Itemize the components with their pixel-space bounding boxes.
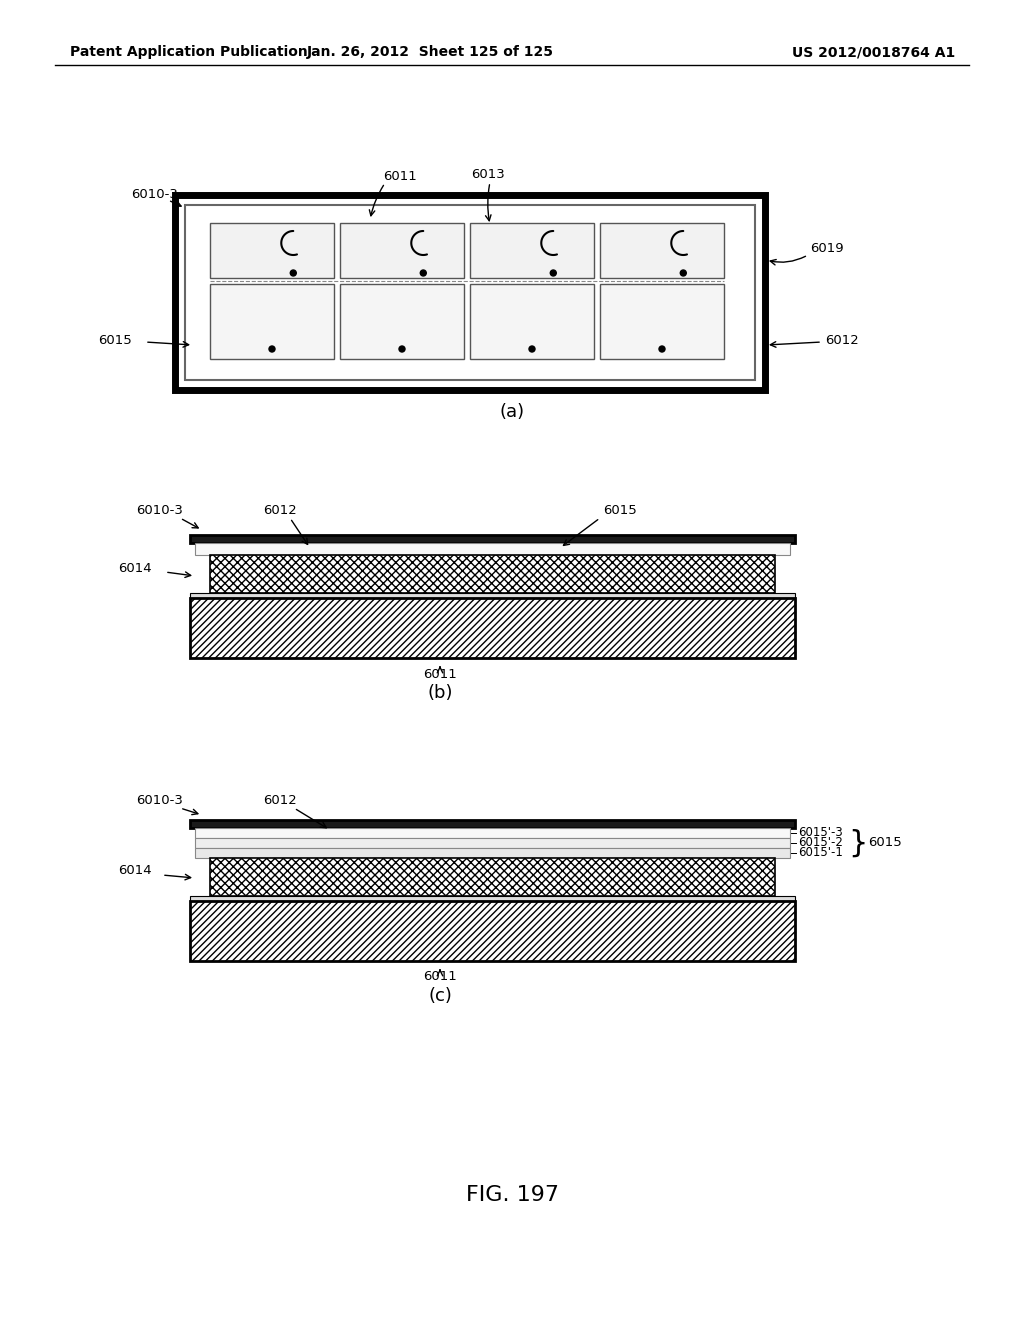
Text: 6015'-1: 6015'-1 [798, 846, 843, 859]
Bar [340, 284, 464, 359]
Text: 6019: 6019 [810, 242, 844, 255]
Text: 6010-3: 6010-3 [136, 503, 183, 516]
Bar [195, 838, 790, 847]
Text: 6011: 6011 [423, 970, 457, 983]
Circle shape [399, 346, 406, 352]
Text: 6012: 6012 [263, 793, 297, 807]
Bar [190, 820, 795, 828]
Text: (b): (b) [427, 684, 453, 702]
Circle shape [420, 271, 426, 276]
Bar [195, 847, 790, 858]
Bar [600, 284, 724, 359]
Text: 6011: 6011 [423, 668, 457, 681]
Text: (c): (c) [428, 987, 452, 1005]
Bar [175, 195, 765, 389]
Bar [210, 858, 775, 896]
Bar [195, 828, 790, 838]
Text: }: } [848, 829, 867, 858]
Circle shape [269, 346, 275, 352]
Bar [600, 223, 724, 279]
Text: 6014: 6014 [118, 863, 152, 876]
Text: 6014: 6014 [118, 561, 152, 574]
Text: FIG. 197: FIG. 197 [466, 1185, 558, 1205]
Text: 6010-3: 6010-3 [131, 189, 178, 202]
Bar [210, 284, 334, 359]
Bar [190, 535, 795, 543]
Circle shape [290, 271, 296, 276]
Bar [470, 284, 594, 359]
Bar [190, 593, 795, 598]
Text: 6015'-2: 6015'-2 [798, 837, 843, 850]
Bar [190, 598, 795, 657]
Bar [195, 543, 790, 554]
Text: 6010-3: 6010-3 [136, 793, 183, 807]
Text: 6015: 6015 [603, 503, 637, 516]
Text: 6012: 6012 [263, 503, 297, 516]
Circle shape [529, 346, 535, 352]
Text: Jan. 26, 2012  Sheet 125 of 125: Jan. 26, 2012 Sheet 125 of 125 [306, 45, 554, 59]
Bar [470, 223, 594, 279]
Bar [340, 223, 464, 279]
Bar [210, 223, 334, 279]
Text: US 2012/0018764 A1: US 2012/0018764 A1 [792, 45, 955, 59]
Bar [190, 902, 795, 961]
Circle shape [659, 346, 665, 352]
Text: 6015: 6015 [868, 837, 902, 850]
Text: Patent Application Publication: Patent Application Publication [70, 45, 308, 59]
Text: 6011: 6011 [383, 170, 417, 183]
Text: 6015'-3: 6015'-3 [798, 826, 843, 840]
Text: (a): (a) [500, 403, 524, 421]
Circle shape [550, 271, 556, 276]
Text: 6013: 6013 [471, 169, 505, 181]
Bar [185, 205, 755, 380]
Text: 6012: 6012 [825, 334, 859, 346]
Text: 6015: 6015 [98, 334, 132, 346]
Bar [190, 896, 795, 902]
Circle shape [680, 271, 686, 276]
Bar [210, 554, 775, 593]
